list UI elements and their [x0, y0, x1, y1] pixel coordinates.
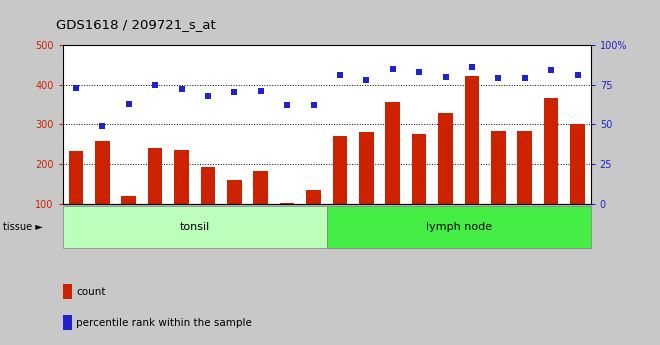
Point [414, 69, 424, 75]
Bar [544, 98, 558, 204]
Point [361, 77, 372, 82]
Point [229, 90, 240, 95]
Point [493, 76, 504, 81]
Bar [253, 171, 268, 204]
Point [440, 74, 451, 79]
Point [282, 102, 292, 108]
Point [467, 64, 477, 70]
Bar [69, 151, 83, 204]
Text: percentile rank within the sample: percentile rank within the sample [76, 318, 251, 327]
Bar [465, 76, 479, 204]
Bar [121, 196, 136, 204]
Point [71, 85, 81, 90]
Bar [63, 315, 72, 330]
Bar [333, 137, 347, 204]
Text: tonsil: tonsil [180, 222, 210, 232]
Point [335, 72, 345, 78]
Text: GDS1618 / 209721_s_at: GDS1618 / 209721_s_at [56, 18, 216, 31]
Bar [63, 206, 327, 248]
Bar [306, 190, 321, 204]
Point [150, 82, 160, 87]
Text: tissue ►: tissue ► [3, 222, 43, 232]
Point [546, 68, 556, 73]
Point [387, 66, 398, 71]
Text: count: count [76, 287, 106, 296]
Bar [359, 132, 374, 204]
Bar [148, 148, 162, 204]
Bar [227, 180, 242, 204]
Bar [517, 131, 532, 204]
Bar [491, 131, 506, 204]
Point [255, 88, 266, 93]
Bar [438, 113, 453, 204]
Point [123, 101, 134, 106]
Bar [412, 134, 426, 204]
Point [308, 102, 319, 108]
Bar [63, 284, 72, 299]
Bar [174, 150, 189, 204]
Point [176, 87, 187, 92]
Bar [201, 167, 215, 204]
Bar [280, 203, 294, 204]
Point [519, 76, 530, 81]
Point [97, 123, 108, 129]
Bar [570, 124, 585, 204]
Text: lymph node: lymph node [426, 222, 492, 232]
Bar [385, 101, 400, 204]
Bar [327, 206, 591, 248]
Point [203, 93, 213, 98]
Bar [95, 141, 110, 204]
Point [572, 72, 583, 78]
